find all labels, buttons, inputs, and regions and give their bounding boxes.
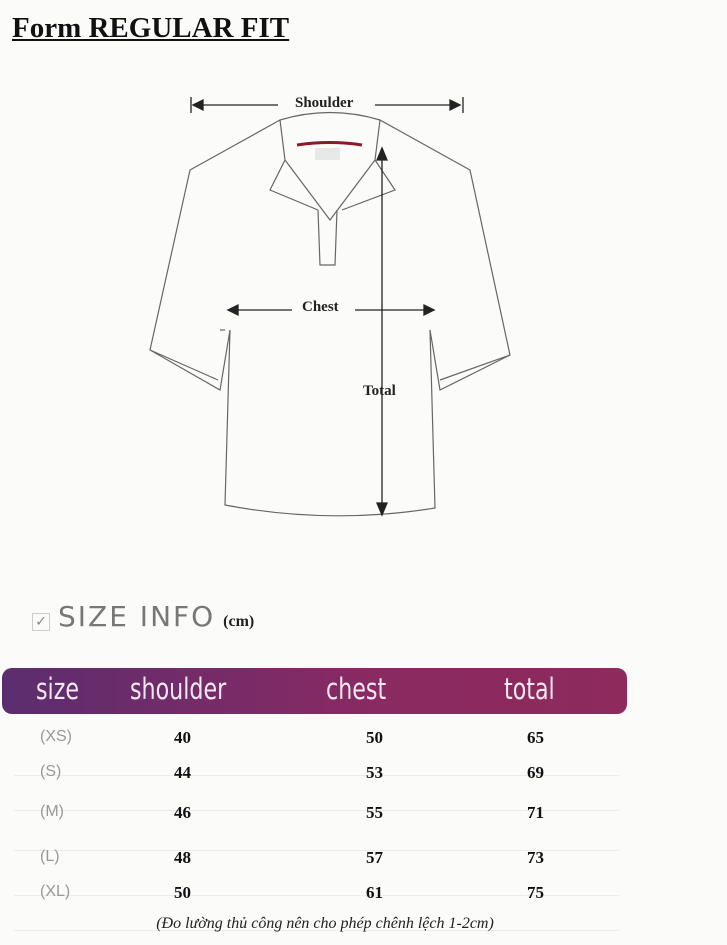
size-cell: (S) [40,763,62,780]
checkbox-icon: ✓ [32,613,50,631]
polo-shirt-diagram [149,97,511,517]
table-row: (XS) 40 50 65 [14,725,619,776]
header-size: size [36,672,80,706]
size-cell: (XL) [40,883,71,900]
header-chest: chest [326,672,387,706]
total-cell: 75 [527,883,544,902]
shoulder-cell: 48 [174,848,191,867]
size-info-label: SIZE INFO [58,600,216,633]
shoulder-cell: 40 [174,728,191,747]
table-row: (L) 48 57 73 [14,845,619,896]
chest-cell: 61 [366,883,383,902]
chest-cell: 53 [366,763,383,782]
size-cell: (L) [40,848,60,865]
header-total: total [504,672,555,706]
shoulder-cell: 44 [174,763,191,782]
chest-cell: 55 [366,803,383,822]
total-cell: 71 [527,803,544,822]
total-cell: 73 [527,848,544,867]
shoulder-cell: 50 [174,883,191,902]
unit-label: (cm) [223,613,255,630]
total-cell: 65 [527,728,544,747]
chest-cell: 57 [366,848,383,867]
size-cell: (XS) [40,728,72,745]
total-label: Total [363,383,396,399]
table-row: (XL) 50 61 75 [14,880,619,931]
size-cell: (M) [40,803,64,820]
size-info-heading: ✓ SIZE INFO (cm) [32,600,254,633]
total-cell: 69 [527,763,544,782]
page-title: Form REGULAR FIT [12,12,290,44]
measurement-note: (Đo lường thủ công nên cho phép chênh lệ… [156,915,494,932]
shoulder-label: Shoulder [295,95,354,111]
table-row: (S) 44 53 69 [14,760,619,811]
table-row: (M) 46 55 71 [14,800,619,851]
chest-label: Chest [302,299,339,315]
chest-cell: 50 [366,728,383,747]
header-shoulder: shoulder [130,672,227,706]
table-header: size shoulder chest total [2,668,627,714]
shoulder-cell: 46 [174,803,191,822]
